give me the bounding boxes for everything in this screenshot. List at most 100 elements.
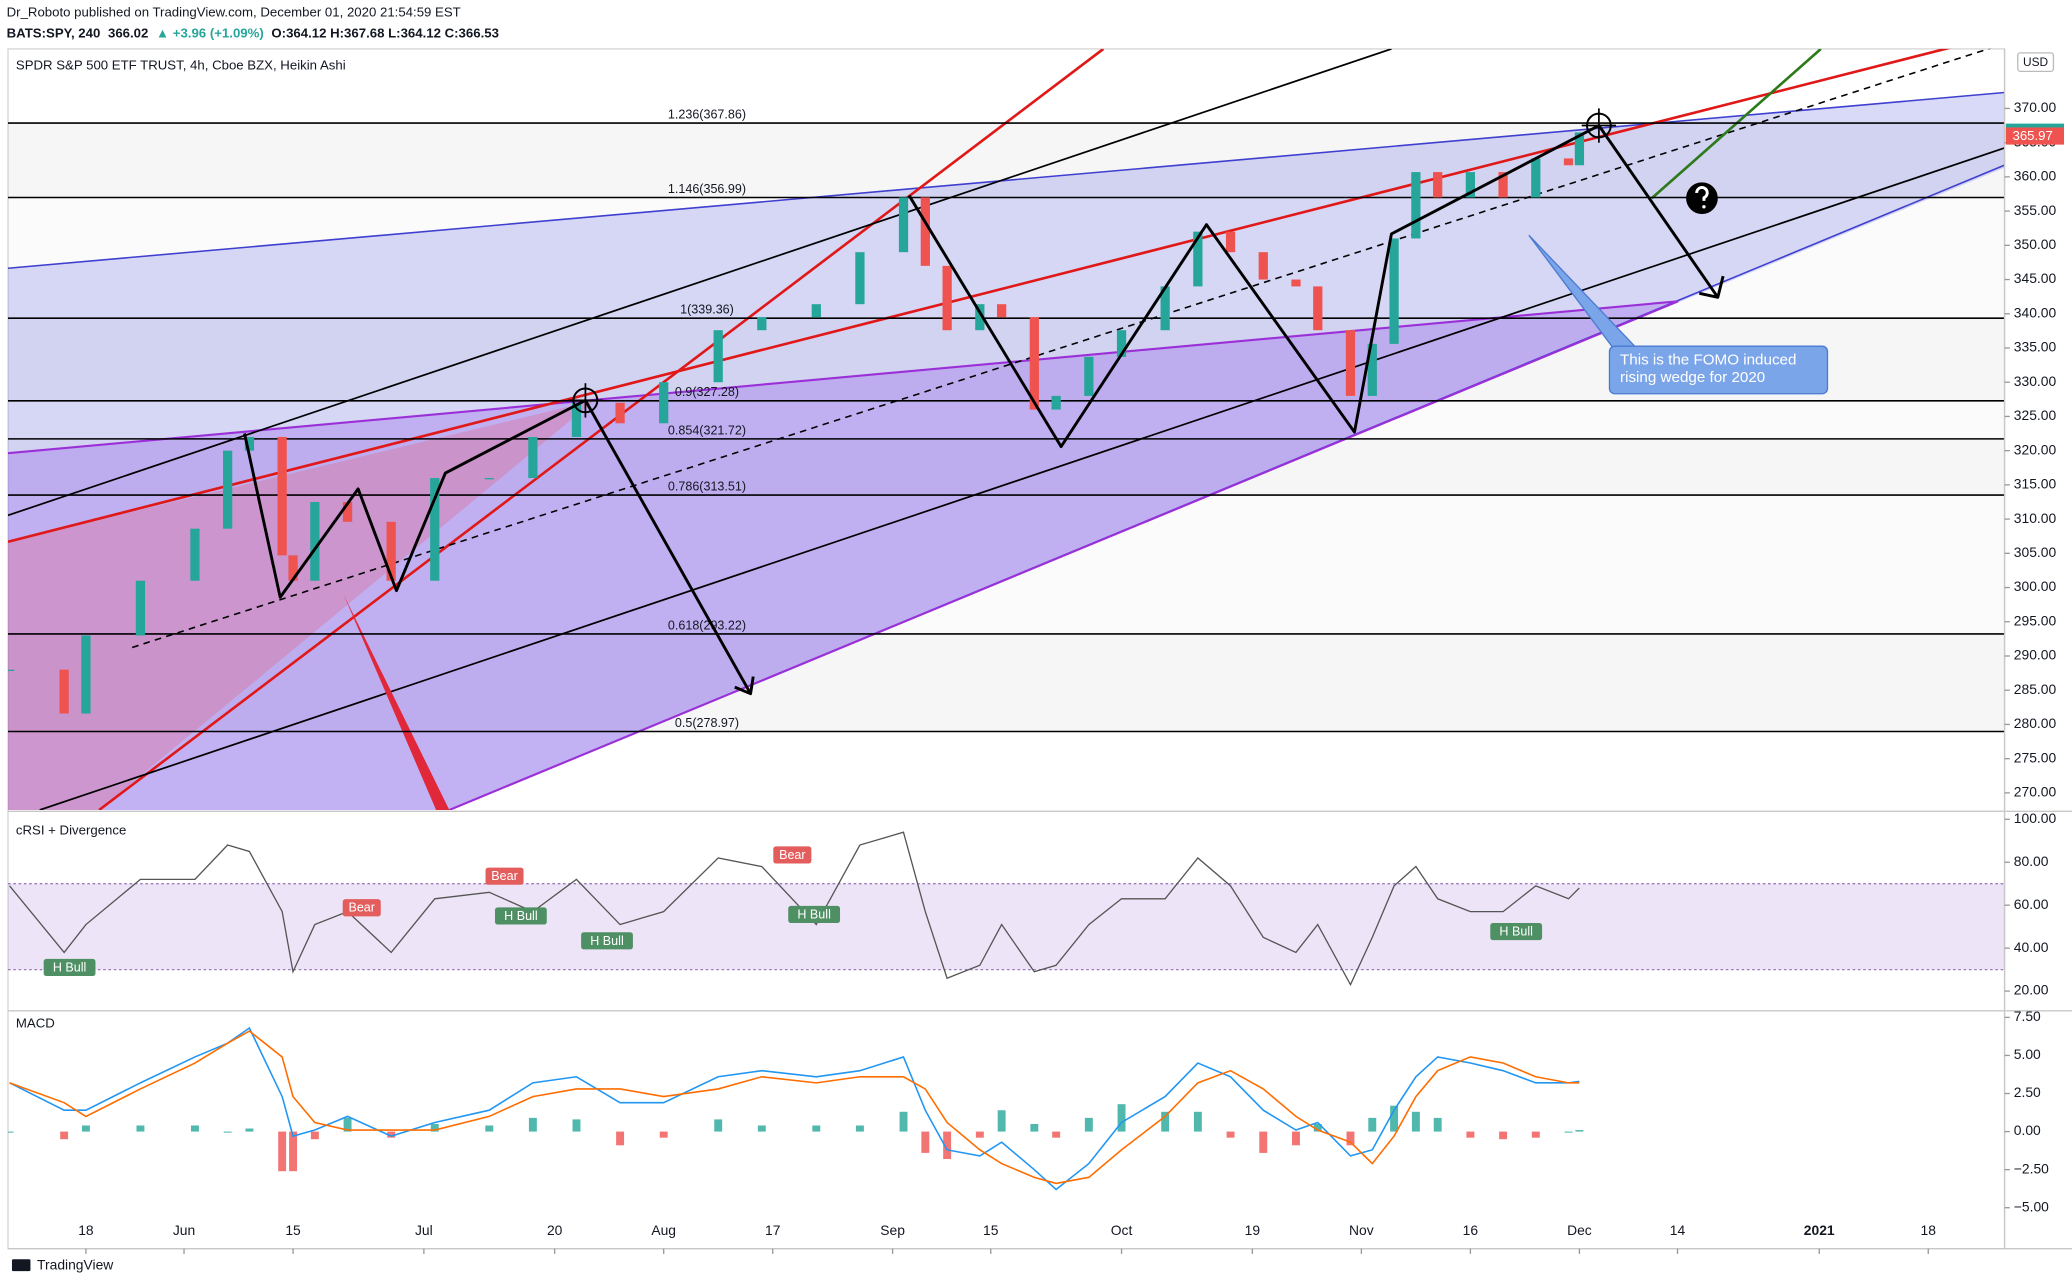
macd-panel <box>7 1026 1584 1191</box>
y-tick-label: 290.00 <box>2014 647 2057 663</box>
symbol-line: BATS:SPY, 240 366.02 ▲ +3.96 (+1.09%) O:… <box>7 26 499 41</box>
y-tick-label: −5.00 <box>2014 1198 2049 1214</box>
author-line: Dr_Roboto published on TradingView.com, … <box>7 5 461 20</box>
question-icon <box>1686 182 1718 215</box>
candle <box>310 501 320 581</box>
histogram-bar <box>7 1131 14 1133</box>
y-tick-label: 295.00 <box>2014 612 2057 628</box>
histogram-bar <box>1292 1131 1300 1146</box>
y-tick-label: 0.00 <box>2014 1122 2041 1138</box>
main-title: SPDR S&P 500 ETF TRUST, 4h, Cboe BZX, He… <box>16 58 346 73</box>
candle <box>1160 286 1170 331</box>
histogram-bar <box>1117 1104 1126 1132</box>
y-tick-label: 315.00 <box>2014 476 2057 492</box>
wedge-fill-inner <box>7 301 1679 810</box>
divergence-label-box <box>773 846 812 864</box>
histogram-bar <box>1052 1131 1061 1138</box>
x-tick-label: Aug <box>651 1222 676 1238</box>
histogram-bar <box>1411 1111 1420 1132</box>
histogram-bar <box>485 1125 494 1132</box>
rsi-panel: H Bull Bear Bear H Bull H Bull Bear H Bull H Bu… <box>7 831 2005 987</box>
candle <box>1051 395 1061 410</box>
symbol-part: ▲ +3.96 (+1.09%) <box>156 26 264 41</box>
x-tick-label: Nov <box>1349 1222 1374 1238</box>
arrow-head <box>734 676 755 696</box>
y-tick-label: 100.00 <box>2014 810 2057 826</box>
histogram-bar <box>1433 1117 1442 1132</box>
y-tick-label: −2.50 <box>2014 1160 2049 1176</box>
histogram-bar <box>430 1123 439 1132</box>
y-tick-label: 285.00 <box>2014 681 2057 697</box>
candle <box>1498 172 1508 198</box>
histogram-bar <box>616 1131 625 1146</box>
y-tick-label: 330.00 <box>2014 373 2057 389</box>
rsi-title: cRSI + Divergence <box>16 823 126 838</box>
x-tick-label: 18 <box>78 1222 94 1238</box>
histogram-bar <box>81 1125 90 1132</box>
y-tick-label: 80.00 <box>2014 853 2049 869</box>
x-tick-label: 2021 <box>1804 1222 1835 1238</box>
question-icon <box>1695 186 1709 201</box>
histogram-bar <box>997 1110 1006 1132</box>
x-tick-label: 16 <box>1463 1222 1479 1238</box>
histogram-bar <box>136 1125 145 1132</box>
projections <box>243 108 1725 696</box>
red-fill <box>7 400 595 810</box>
x-tick-label: 20 <box>547 1222 563 1238</box>
candle <box>942 265 952 331</box>
macd-line <box>9 1026 1580 1191</box>
histogram-bar <box>1390 1105 1399 1132</box>
candle <box>386 521 396 581</box>
candle <box>59 669 69 714</box>
trend-line <box>448 300 1679 810</box>
histogram-bar <box>1193 1111 1202 1132</box>
candle <box>811 304 821 318</box>
x-tick-label: 15 <box>285 1222 301 1238</box>
candle <box>1291 279 1301 287</box>
currency: USD <box>2023 55 2048 69</box>
histogram-bar <box>812 1125 821 1132</box>
candle <box>1313 286 1323 331</box>
currency-box <box>2017 52 2055 73</box>
y-tick-label: 60.00 <box>2014 896 2049 912</box>
candle <box>713 330 723 383</box>
x-tick-label: Jun <box>173 1222 195 1238</box>
y-tick-label: 320.00 <box>2014 441 2057 457</box>
footer-logo: TradingView <box>11 1257 114 1273</box>
rsi-line <box>9 831 1580 987</box>
histogram-bar <box>1259 1131 1268 1153</box>
histogram-bar <box>1030 1123 1039 1132</box>
divergence-label: Bear <box>779 848 806 862</box>
x-tick-label: Oct <box>1111 1222 1133 1238</box>
x-tick-label: Sep <box>880 1222 905 1238</box>
histogram-bar <box>1575 1130 1584 1132</box>
histogram-bar <box>855 1125 864 1132</box>
candles <box>7 132 1585 714</box>
candle <box>615 402 625 424</box>
histogram-bar <box>943 1131 952 1159</box>
candle <box>1345 330 1356 396</box>
y-tick-label: 275.00 <box>2014 749 2057 765</box>
fib-label: 1.236(367.86) <box>668 107 746 121</box>
y-tick-label: 2.50 <box>2014 1084 2041 1100</box>
candle <box>1029 317 1039 410</box>
x-tick-label: Jul <box>415 1222 433 1238</box>
divergence-label-box <box>788 905 841 924</box>
candle <box>898 197 909 253</box>
candle <box>190 528 200 581</box>
candle <box>1084 356 1094 396</box>
divergence-label: H Bull <box>797 907 830 921</box>
divergence-label-box <box>485 867 524 885</box>
trend-line <box>7 48 1951 544</box>
candle <box>81 635 91 714</box>
divergence-label: Bear <box>348 901 375 915</box>
fib-label: 0.5(278.97) <box>675 716 739 730</box>
candle <box>1531 158 1541 198</box>
candle <box>975 304 985 331</box>
candle <box>1574 132 1585 166</box>
histogram-bar <box>1313 1123 1322 1132</box>
y-tick-label: 355.00 <box>2014 202 2057 218</box>
drawings <box>7 48 2005 810</box>
